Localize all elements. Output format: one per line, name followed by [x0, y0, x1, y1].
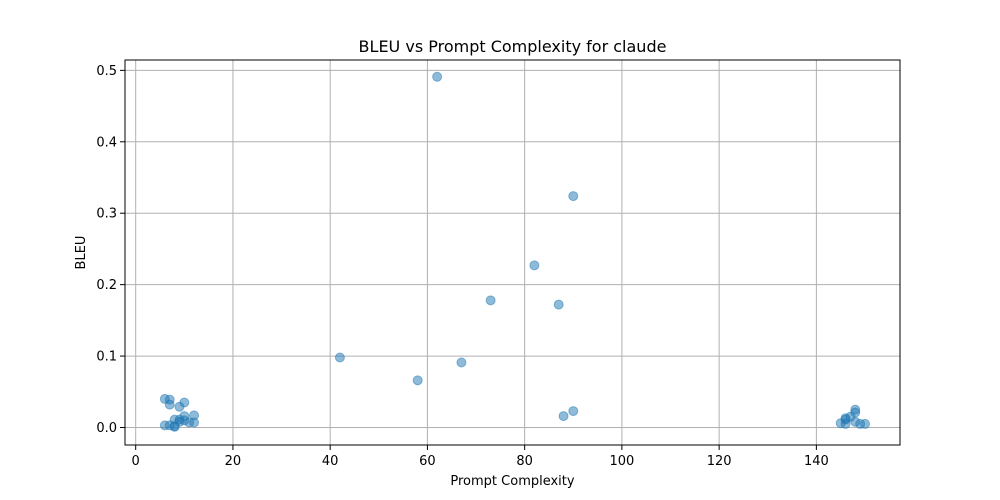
x-axis-label: Prompt Complexity — [450, 474, 574, 489]
scatter-point — [169, 421, 180, 432]
x-tick-label: 80 — [516, 454, 533, 469]
y-axis-label: BLEU — [74, 236, 89, 270]
scatter-point — [164, 399, 175, 410]
scatter-point — [189, 417, 200, 428]
plot-frame — [124, 59, 901, 446]
scatter-point — [174, 401, 185, 412]
scatter-point — [553, 299, 564, 310]
x-tick-label: 20 — [225, 454, 242, 469]
x-tick-label: 0 — [132, 454, 140, 469]
y-tick-label: 0.0 — [96, 421, 117, 436]
chart-title: BLEU vs Prompt Complexity for claude — [359, 37, 667, 56]
scatter-point — [334, 352, 345, 363]
x-tick-label: 120 — [707, 454, 732, 469]
ticks-layer: 0 20 40 60 80 100 120 140 0.0 0.1 0.2 0.3 0.4 0.5 — [96, 64, 828, 469]
x-tick-label: 140 — [804, 454, 829, 469]
scatter-point — [859, 418, 870, 429]
x-tick-label: 100 — [609, 454, 634, 469]
x-tick-label: 40 — [322, 454, 339, 469]
scatter-point — [485, 295, 496, 306]
scatter-point — [558, 411, 569, 422]
grid-layer — [125, 60, 900, 445]
scatter-point — [568, 406, 579, 417]
y-tick-label: 0.4 — [96, 135, 117, 150]
scatter-point — [432, 71, 443, 82]
scatter-point — [840, 418, 851, 429]
scatter-point — [529, 260, 540, 271]
scatter-point — [456, 357, 467, 368]
scatter-point — [412, 375, 423, 386]
y-tick-label: 0.3 — [96, 207, 117, 222]
y-tick-label: 0.2 — [96, 278, 117, 293]
y-tick-label: 0.5 — [96, 64, 117, 79]
points-layer — [159, 71, 870, 432]
scatter-point — [568, 191, 579, 202]
x-tick-label: 60 — [419, 454, 436, 469]
y-tick-label: 0.1 — [96, 350, 117, 365]
